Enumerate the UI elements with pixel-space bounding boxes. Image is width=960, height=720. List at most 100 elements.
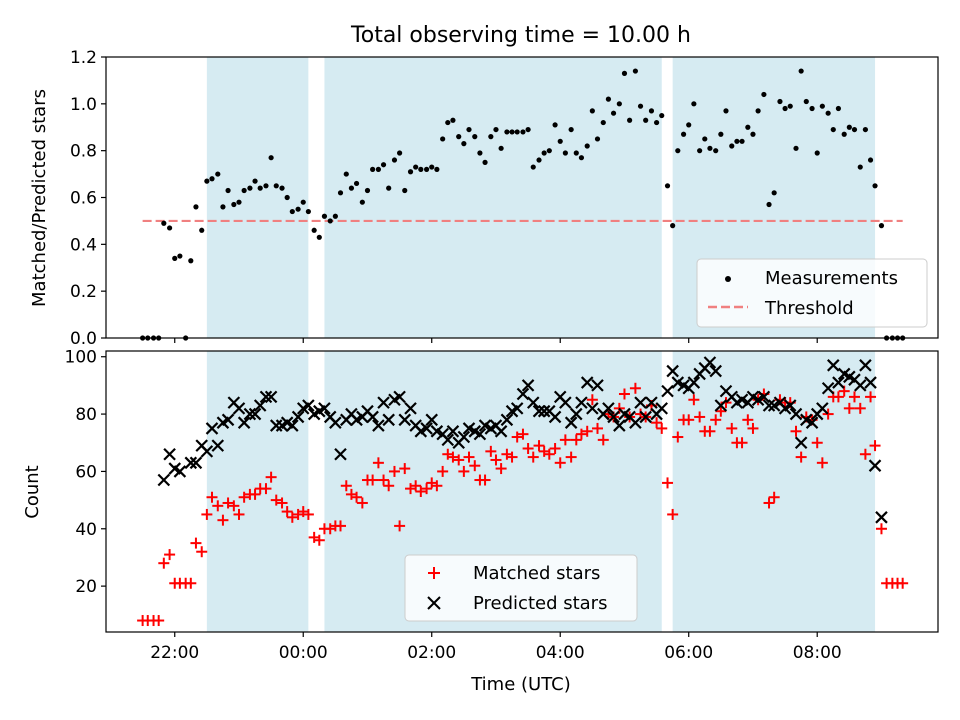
measurement-point [546, 148, 552, 154]
predicted-stars-mark [237, 416, 251, 429]
predicted-stars-point [859, 359, 872, 372]
predicted-stars-point [441, 433, 455, 447]
predicted-stars-point [318, 402, 331, 415]
measurement-point [835, 105, 842, 112]
matched-stars-point [431, 480, 443, 492]
shaded-interval [206, 351, 309, 632]
measurement-point [862, 126, 869, 133]
predicted-stars-mark [248, 407, 262, 421]
predicted-stars-mark [200, 445, 214, 458]
measurement-point [568, 126, 574, 133]
matched-stars-point [378, 474, 390, 486]
predicted-stars-point [232, 402, 246, 415]
predicted-stars-mark [805, 416, 819, 429]
predicted-stars-mark [516, 387, 530, 401]
predicted-stars-mark [264, 390, 278, 404]
matched-stars-point [763, 497, 775, 509]
matched-stars-point [597, 434, 609, 446]
measurement-point [846, 124, 852, 130]
predicted-stars-point [500, 413, 514, 427]
predicted-stars-point [645, 396, 658, 409]
measurement-point [686, 122, 692, 128]
measurement-point [504, 129, 510, 135]
matched-stars-point [281, 506, 293, 518]
measurement-point [289, 208, 295, 215]
measurement-point [204, 178, 210, 184]
predicted-stars-mark [848, 373, 861, 386]
measurement-point [782, 105, 788, 112]
measurement-point [643, 117, 649, 123]
measurement-point [600, 119, 606, 126]
matched-stars-point [372, 457, 384, 469]
measurement-point [429, 164, 435, 170]
predicted-stars-point [382, 413, 395, 427]
predicted-stars-point [591, 379, 604, 392]
measurement-point [386, 185, 392, 191]
measurement-point [841, 131, 847, 137]
predicted-stars-point [805, 416, 819, 429]
predicted-stars-mark [163, 447, 176, 461]
predicted-stars-point [821, 381, 835, 395]
shaded-interval [324, 57, 662, 338]
predicted-stars-mark [253, 399, 267, 412]
matched-stars-point [869, 440, 881, 452]
predicted-stars-point [205, 422, 219, 435]
matched-stars-point [570, 434, 582, 446]
matched-stars-point [238, 491, 250, 503]
measurement-point [541, 150, 547, 156]
measurement-point [477, 150, 483, 156]
predicted-stars-mark [232, 402, 246, 415]
matched-stars-point [554, 457, 566, 469]
matched-stars-point [816, 457, 828, 469]
predicted-stars-point [655, 402, 669, 415]
predicted-stars-mark [280, 416, 294, 429]
predicted-stars-point [329, 416, 342, 429]
matched-stars-point [313, 534, 325, 546]
predicted-stars-mark [859, 359, 872, 372]
matched-stars-point [485, 445, 497, 457]
measurement-point [530, 164, 536, 170]
measurement-point [167, 225, 173, 231]
predicted-stars-point [853, 379, 867, 392]
matched-stars-point [768, 491, 780, 503]
measurement-point [729, 143, 735, 149]
measurement-point [498, 145, 504, 151]
predicted-stars-point [532, 404, 546, 418]
predicted-stars-mark [564, 416, 578, 429]
predicted-stars-mark [602, 402, 615, 415]
measurement-point [632, 68, 638, 74]
predicted-stars-point [286, 419, 299, 432]
predicted-stars-mark [746, 390, 760, 404]
measurement-point [830, 126, 836, 133]
predicted-stars-mark [157, 473, 171, 487]
measurement-point [610, 110, 617, 116]
x-tick-label: 06:00 [664, 643, 713, 663]
measurement-point [584, 143, 590, 149]
measurement-point [273, 183, 279, 189]
y-tick-label: 0.4 [70, 235, 97, 255]
measurement-point [707, 145, 713, 151]
predicted-stars-point [510, 402, 524, 415]
legend-measurements-marker [725, 276, 731, 282]
matched-stars-point [742, 414, 754, 426]
predicted-stars-point [868, 459, 882, 472]
measurement-point [359, 199, 365, 205]
predicted-stars-point [372, 419, 385, 432]
predicted-stars-point [564, 416, 578, 429]
matched-stars-point [490, 454, 502, 466]
matched-stars-point [367, 474, 379, 486]
matched-stars-point [581, 425, 593, 437]
measurement-point [397, 150, 403, 156]
measurement-point [247, 185, 253, 191]
legend-predicted-label: Predicted stars [473, 593, 607, 614]
y-tick-label: 1.0 [70, 95, 97, 115]
matched-stars-point [704, 425, 716, 437]
measurement-point [766, 201, 772, 208]
matched-stars-point [683, 414, 695, 426]
measurement-point [177, 253, 183, 259]
predicted-stars-point [757, 390, 771, 404]
measurement-point [364, 187, 371, 194]
matched-stars-point [351, 491, 363, 503]
measurement-point [664, 183, 671, 189]
predicted-stars-point [398, 413, 412, 427]
